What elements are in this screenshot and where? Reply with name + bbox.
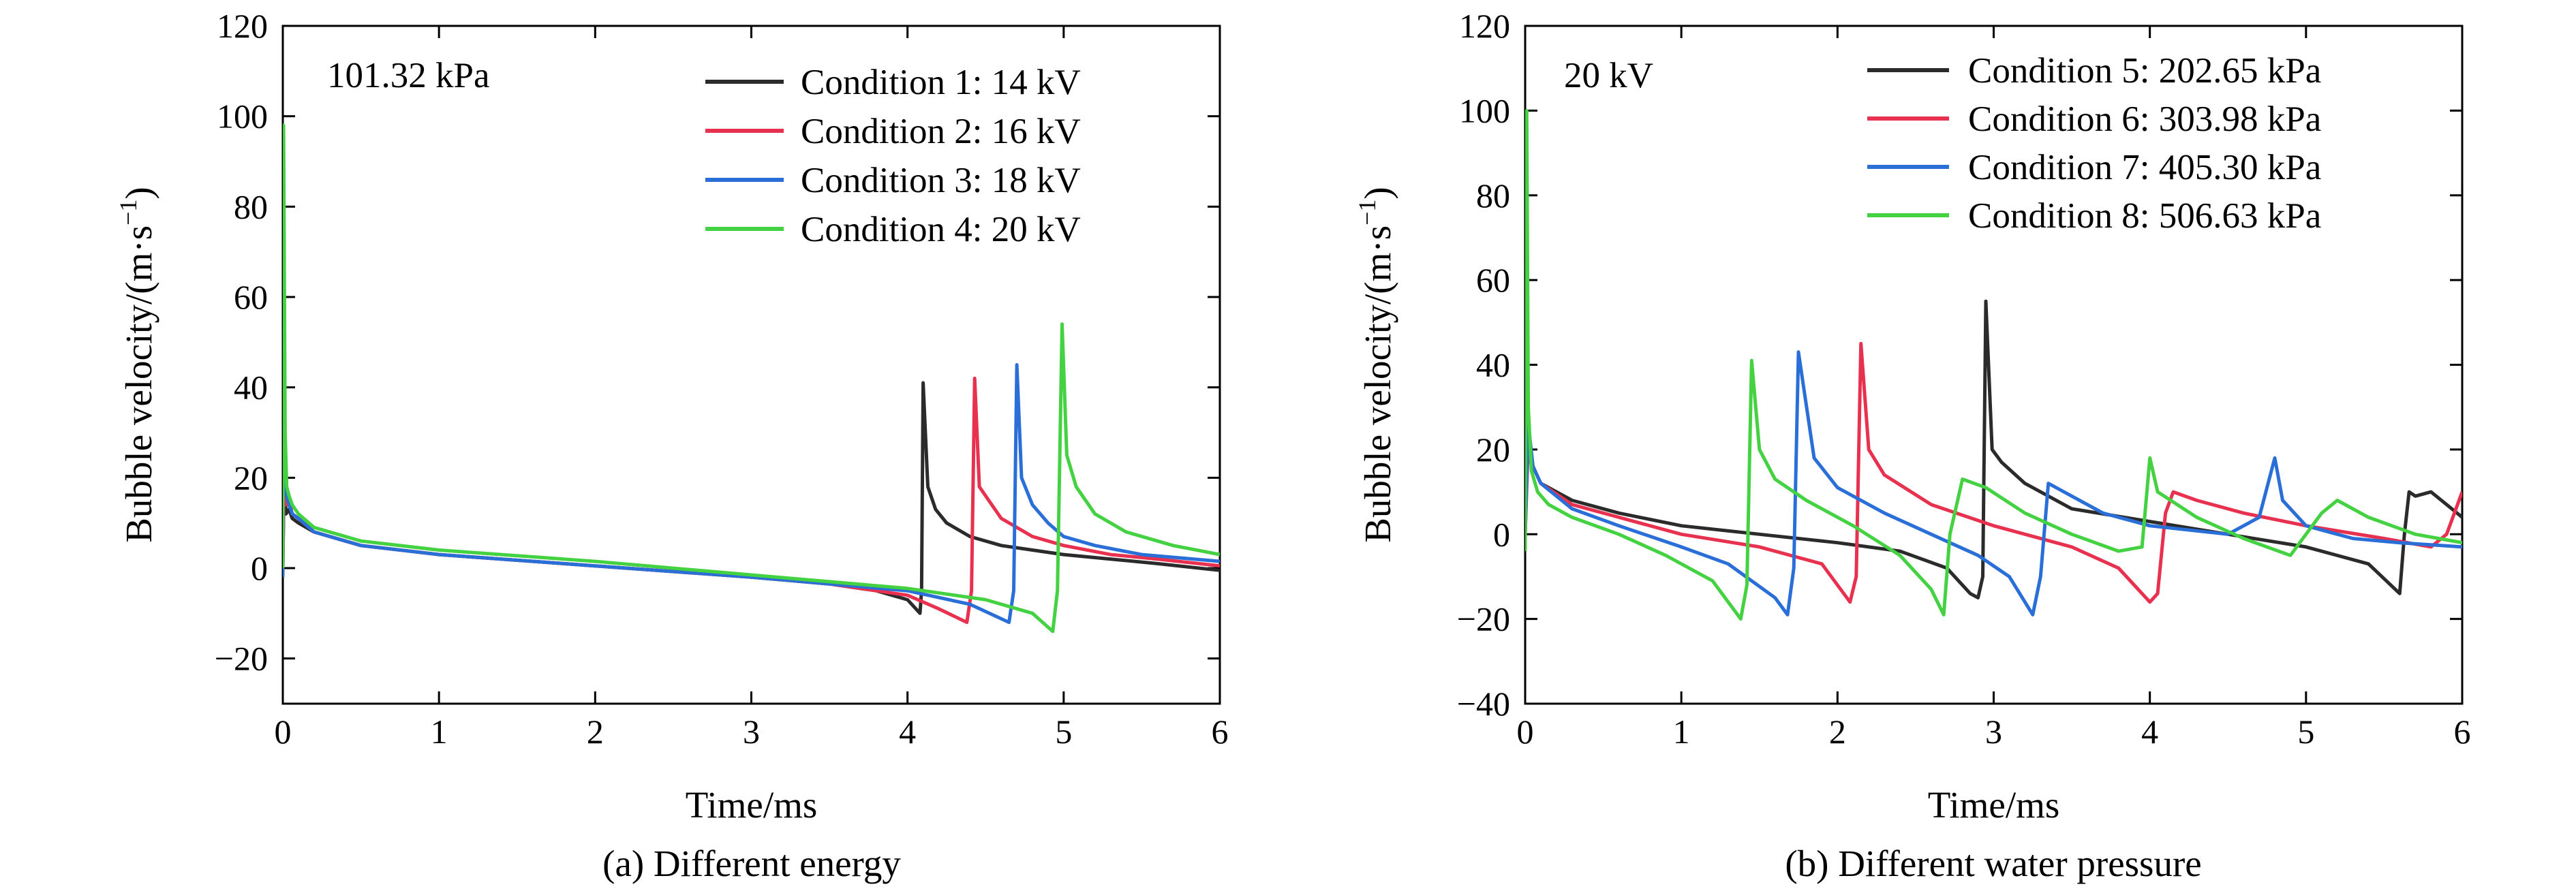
x-tick-label: 1: [1673, 713, 1690, 751]
y-tick-label: 20: [1476, 431, 1510, 469]
x-tick-label: 3: [743, 713, 760, 751]
panel-caption: (a) Different energy: [602, 843, 901, 884]
x-tick-label: 0: [275, 713, 292, 751]
condition-annotation: 101.32 kPa: [327, 56, 490, 95]
y-tick-label: 120: [217, 7, 268, 45]
x-axis-label: Time/ms: [686, 784, 818, 826]
y-tick-label: 40: [1476, 346, 1510, 384]
y-tick-label: 80: [1476, 176, 1510, 215]
y-tick-label: 0: [1493, 515, 1510, 553]
x-tick-label: 0: [1517, 713, 1534, 751]
x-tick-label: 1: [431, 713, 448, 751]
condition-annotation: 20 kV: [1564, 56, 1653, 95]
x-tick-label: 4: [899, 713, 916, 751]
y-tick-label: −20: [215, 640, 268, 678]
series-line-2: [283, 376, 1220, 625]
y-tick-label: 80: [234, 187, 268, 225]
x-tick-label: 5: [1055, 713, 1072, 751]
x-tick-label: 5: [2297, 713, 2314, 751]
legend-label: Condition 7: 405.30 kPa: [1968, 148, 2321, 187]
y-axis-label: Bubble velocity/(m·s−1): [114, 187, 159, 543]
series-line-4: [1525, 108, 2462, 621]
x-axis-label: Time/ms: [1928, 784, 2060, 826]
series-line-3: [1525, 350, 2462, 616]
y-tick-label: −20: [1457, 600, 1510, 638]
x-tick-label: 2: [587, 713, 604, 751]
series-line-1: [1525, 299, 2462, 599]
y-tick-label: 40: [234, 369, 268, 407]
x-tick-label: 4: [2141, 713, 2158, 751]
series-line-1: [283, 381, 1220, 615]
y-tick-label: −40: [1457, 685, 1510, 723]
legend-label: Condition 5: 202.65 kPa: [1968, 51, 2321, 91]
y-tick-label: 0: [251, 549, 268, 587]
x-tick-label: 6: [2454, 713, 2471, 751]
legend-label: Condition 8: 506.63 kPa: [1968, 196, 2321, 236]
legend-label: Condition 2: 16 kV: [801, 112, 1081, 151]
series-line-2: [1525, 341, 2462, 604]
panel-caption: (b) Different water pressure: [1785, 843, 2201, 884]
y-tick-label: 60: [1476, 261, 1510, 299]
legend-label: Condition 6: 303.98 kPa: [1968, 99, 2321, 139]
legend-label: Condition 1: 14 kV: [801, 63, 1081, 102]
x-tick-label: 2: [1829, 713, 1846, 751]
y-tick-label: 100: [217, 97, 268, 136]
y-tick-label: 100: [1459, 91, 1510, 129]
y-axis-label: Bubble velocity/(m·s−1): [1353, 187, 1398, 543]
y-tick-label: 120: [1459, 7, 1510, 45]
legend-label: Condition 3: 18 kV: [801, 161, 1081, 200]
y-tick-label: 60: [234, 278, 268, 316]
series-line-3: [283, 363, 1220, 625]
x-tick-label: 6: [1212, 713, 1229, 751]
y-tick-label: 20: [234, 458, 268, 497]
series-line-4: [283, 123, 1220, 634]
chart-panel-b: 0 1 2 3 4 5 6 −40 −20 0 20 40 60 80 100 120 Condition 5:…: [1353, 7, 2471, 884]
x-tick-label: 3: [1985, 713, 2002, 751]
legend-label: Condition 4: 20 kV: [801, 210, 1081, 249]
